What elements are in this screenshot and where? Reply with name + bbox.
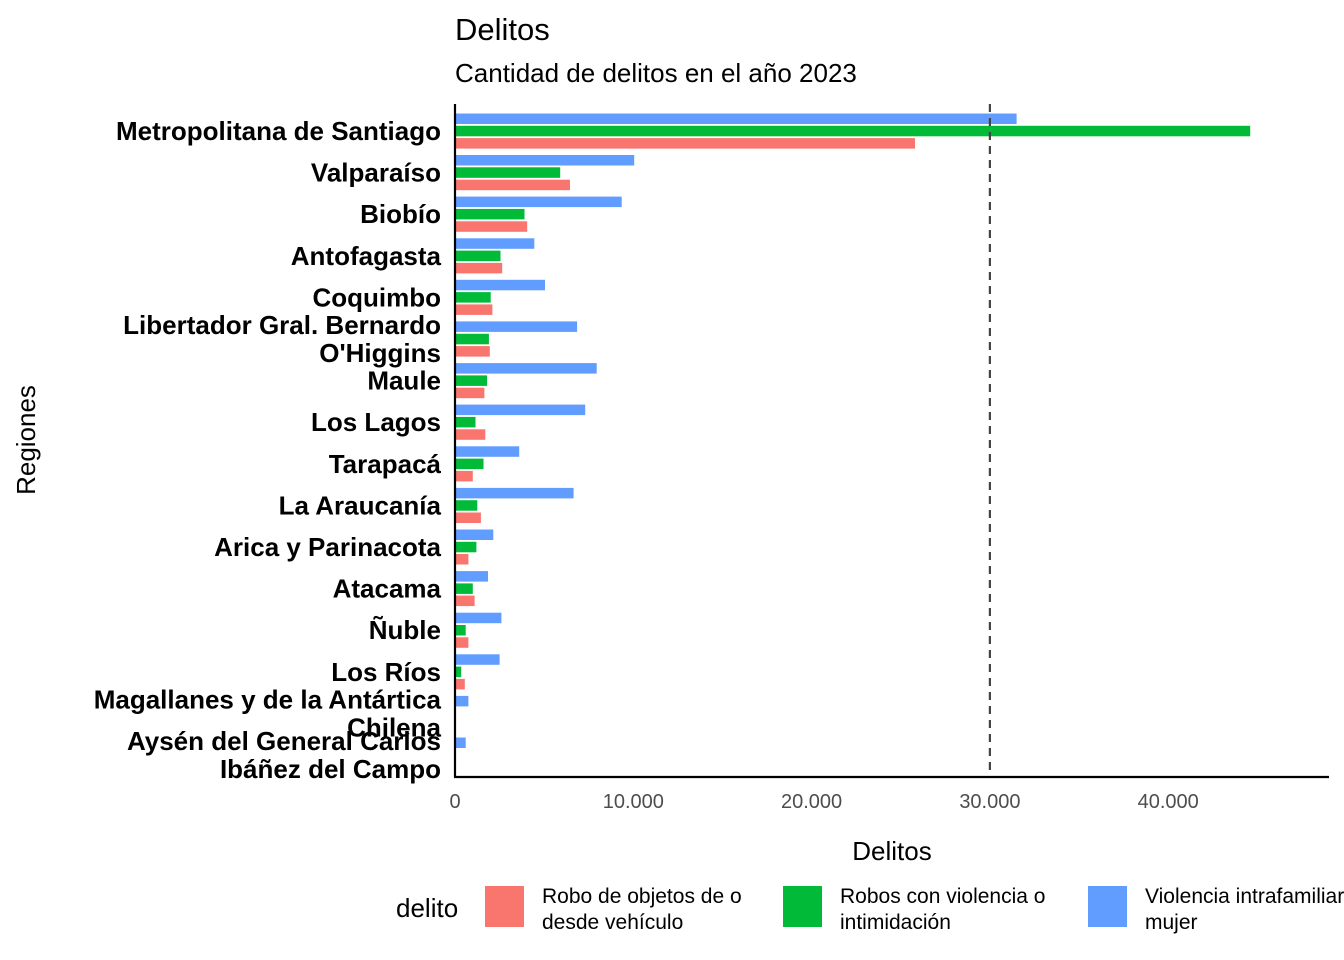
y-tick-label-5-line1: O'Higgins: [319, 338, 441, 368]
y-tick-label-10: Arica y Parinacota: [214, 532, 441, 562]
legend-swatch-0: [485, 886, 524, 927]
bar-violencia-intrafamiliar-15: [455, 737, 466, 748]
y-tick-label-5-line0: Libertador Gral. Bernardo: [123, 310, 441, 340]
chart-subtitle: Cantidad de delitos en el año 2023: [455, 58, 857, 88]
bar-violencia-intrafamiliar-9: [455, 487, 574, 499]
bar-robo-vehiculo-9: [455, 512, 481, 523]
x-tick-label-2: 20.000: [781, 791, 842, 813]
x-tick-labels: 0 10.000 20.000 30.000 40.000: [449, 791, 1198, 813]
legend-item-2: Violencia intrafamiliar a mujer: [1088, 885, 1344, 934]
bar-violencia-intrafamiliar-1: [455, 155, 635, 166]
bar-violencia-intrafamiliar-0: [455, 113, 1017, 124]
y-tick-label-8: Tarapacá: [329, 449, 442, 479]
x-axis-title: Delitos: [852, 836, 931, 866]
bar-robo-vehiculo-11: [455, 595, 475, 607]
legend-label-0-line0: Robo de objetos de o: [542, 885, 742, 908]
bar-robo-vehiculo-3: [455, 262, 503, 274]
bar-robos-violencia-8: [455, 458, 484, 470]
bar-robo-vehiculo-4: [455, 304, 493, 315]
bar-robo-vehiculo-7: [455, 429, 486, 440]
y-tick-label-15-line1: Ibáñez del Campo: [220, 754, 441, 784]
y-tick-label-9: La Araucanía: [279, 490, 442, 520]
y-tick-label-14-line0: Magallanes y de la Antártica: [94, 684, 442, 714]
bar-robo-vehiculo-5: [455, 346, 490, 357]
bar-robos-violencia-6: [455, 375, 488, 386]
bar-robo-vehiculo-1: [455, 179, 570, 191]
bar-violencia-intrafamiliar-8: [455, 446, 520, 457]
bar-robos-violencia-9: [455, 500, 478, 511]
chart-title: Delitos: [455, 12, 550, 47]
y-tick-label-15-line0: Aysén del General Carlos: [127, 726, 441, 756]
bar-robos-violencia-1: [455, 167, 561, 178]
y-tick-label-1: Valparaíso: [311, 158, 441, 188]
legend-swatch-2: [1088, 886, 1127, 927]
bar-violencia-intrafamiliar-13: [455, 654, 500, 665]
x-tick-label-3: 30.000: [959, 791, 1020, 813]
y-tick-label-0: Metropolitana de Santiago: [116, 116, 441, 146]
bar-violencia-intrafamiliar-4: [455, 279, 545, 291]
bar-robos-violencia-0: [455, 125, 1251, 137]
y-axis-title: Regiones: [11, 385, 41, 495]
y-tick-label-14-line1: Chilena: [347, 712, 441, 742]
bars-layer: [455, 113, 1251, 748]
bar-robos-violencia-11: [455, 583, 473, 594]
bar-violencia-intrafamiliar-14: [455, 695, 469, 707]
bar-robo-vehiculo-6: [455, 387, 485, 399]
bar-robos-violencia-13: [455, 666, 462, 678]
bar-violencia-intrafamiliar-6: [455, 363, 597, 374]
legend-label-1-line1: intimidación: [840, 911, 951, 934]
bar-robos-violencia-3: [455, 250, 501, 262]
y-tick-labels: Metropolitana de Santiago Valparaíso Biobí…: [94, 116, 442, 784]
legend-label-2-line0: Violencia intrafamiliar a: [1145, 885, 1344, 908]
legend-item-1: Robos con violencia o intimidación: [783, 885, 1045, 934]
y-tick-label-12: Ñuble: [369, 615, 441, 645]
bar-robos-violencia-12: [455, 625, 466, 636]
legend-swatch-1: [783, 886, 822, 927]
legend: Robo de objetos de o desde vehículo Robos …: [485, 885, 1344, 934]
bar-robo-vehiculo-8: [455, 470, 473, 482]
y-tick-label-7: Los Lagos: [311, 407, 441, 437]
bar-violencia-intrafamiliar-2: [455, 196, 622, 208]
y-tick-label-4: Coquimbo: [312, 282, 441, 312]
x-tick-label-0: 0: [449, 791, 460, 813]
y-tick-label-2: Biobío: [360, 199, 441, 229]
bar-robo-vehiculo-13: [455, 678, 465, 690]
bar-robo-vehiculo-10: [455, 554, 469, 565]
bar-robo-vehiculo-2: [455, 221, 528, 232]
y-tick-label-11: Atacama: [333, 574, 442, 604]
legend-label-1-line0: Robos con violencia o: [840, 885, 1045, 908]
legend-title: delito: [396, 893, 458, 923]
legend-item-0: Robo de objetos de o desde vehículo: [485, 885, 742, 934]
bar-robos-violencia-7: [455, 416, 476, 428]
legend-label-0-line1: desde vehículo: [542, 911, 683, 934]
bar-robos-violencia-2: [455, 208, 525, 220]
x-tick-label-1: 10.000: [603, 791, 664, 813]
bar-violencia-intrafamiliar-12: [455, 612, 502, 624]
y-tick-label-3: Antofagasta: [291, 241, 442, 271]
x-tick-label-4: 40.000: [1138, 791, 1199, 813]
bar-violencia-intrafamiliar-7: [455, 404, 586, 416]
bar-violencia-intrafamiliar-10: [455, 529, 494, 540]
legend-label-2-line1: mujer: [1145, 911, 1198, 934]
bar-violencia-intrafamiliar-5: [455, 321, 578, 332]
bar-violencia-intrafamiliar-11: [455, 571, 488, 582]
y-tick-label-6: Maule: [367, 366, 441, 396]
bar-robos-violencia-10: [455, 541, 477, 553]
y-tick-label-13: Los Ríos: [331, 657, 441, 687]
bar-robos-violencia-4: [455, 292, 491, 303]
bar-violencia-intrafamiliar-3: [455, 238, 535, 249]
bar-robo-vehiculo-12: [455, 637, 469, 648]
bar-robos-violencia-5: [455, 333, 489, 345]
bar-robo-vehiculo-0: [455, 138, 915, 149]
